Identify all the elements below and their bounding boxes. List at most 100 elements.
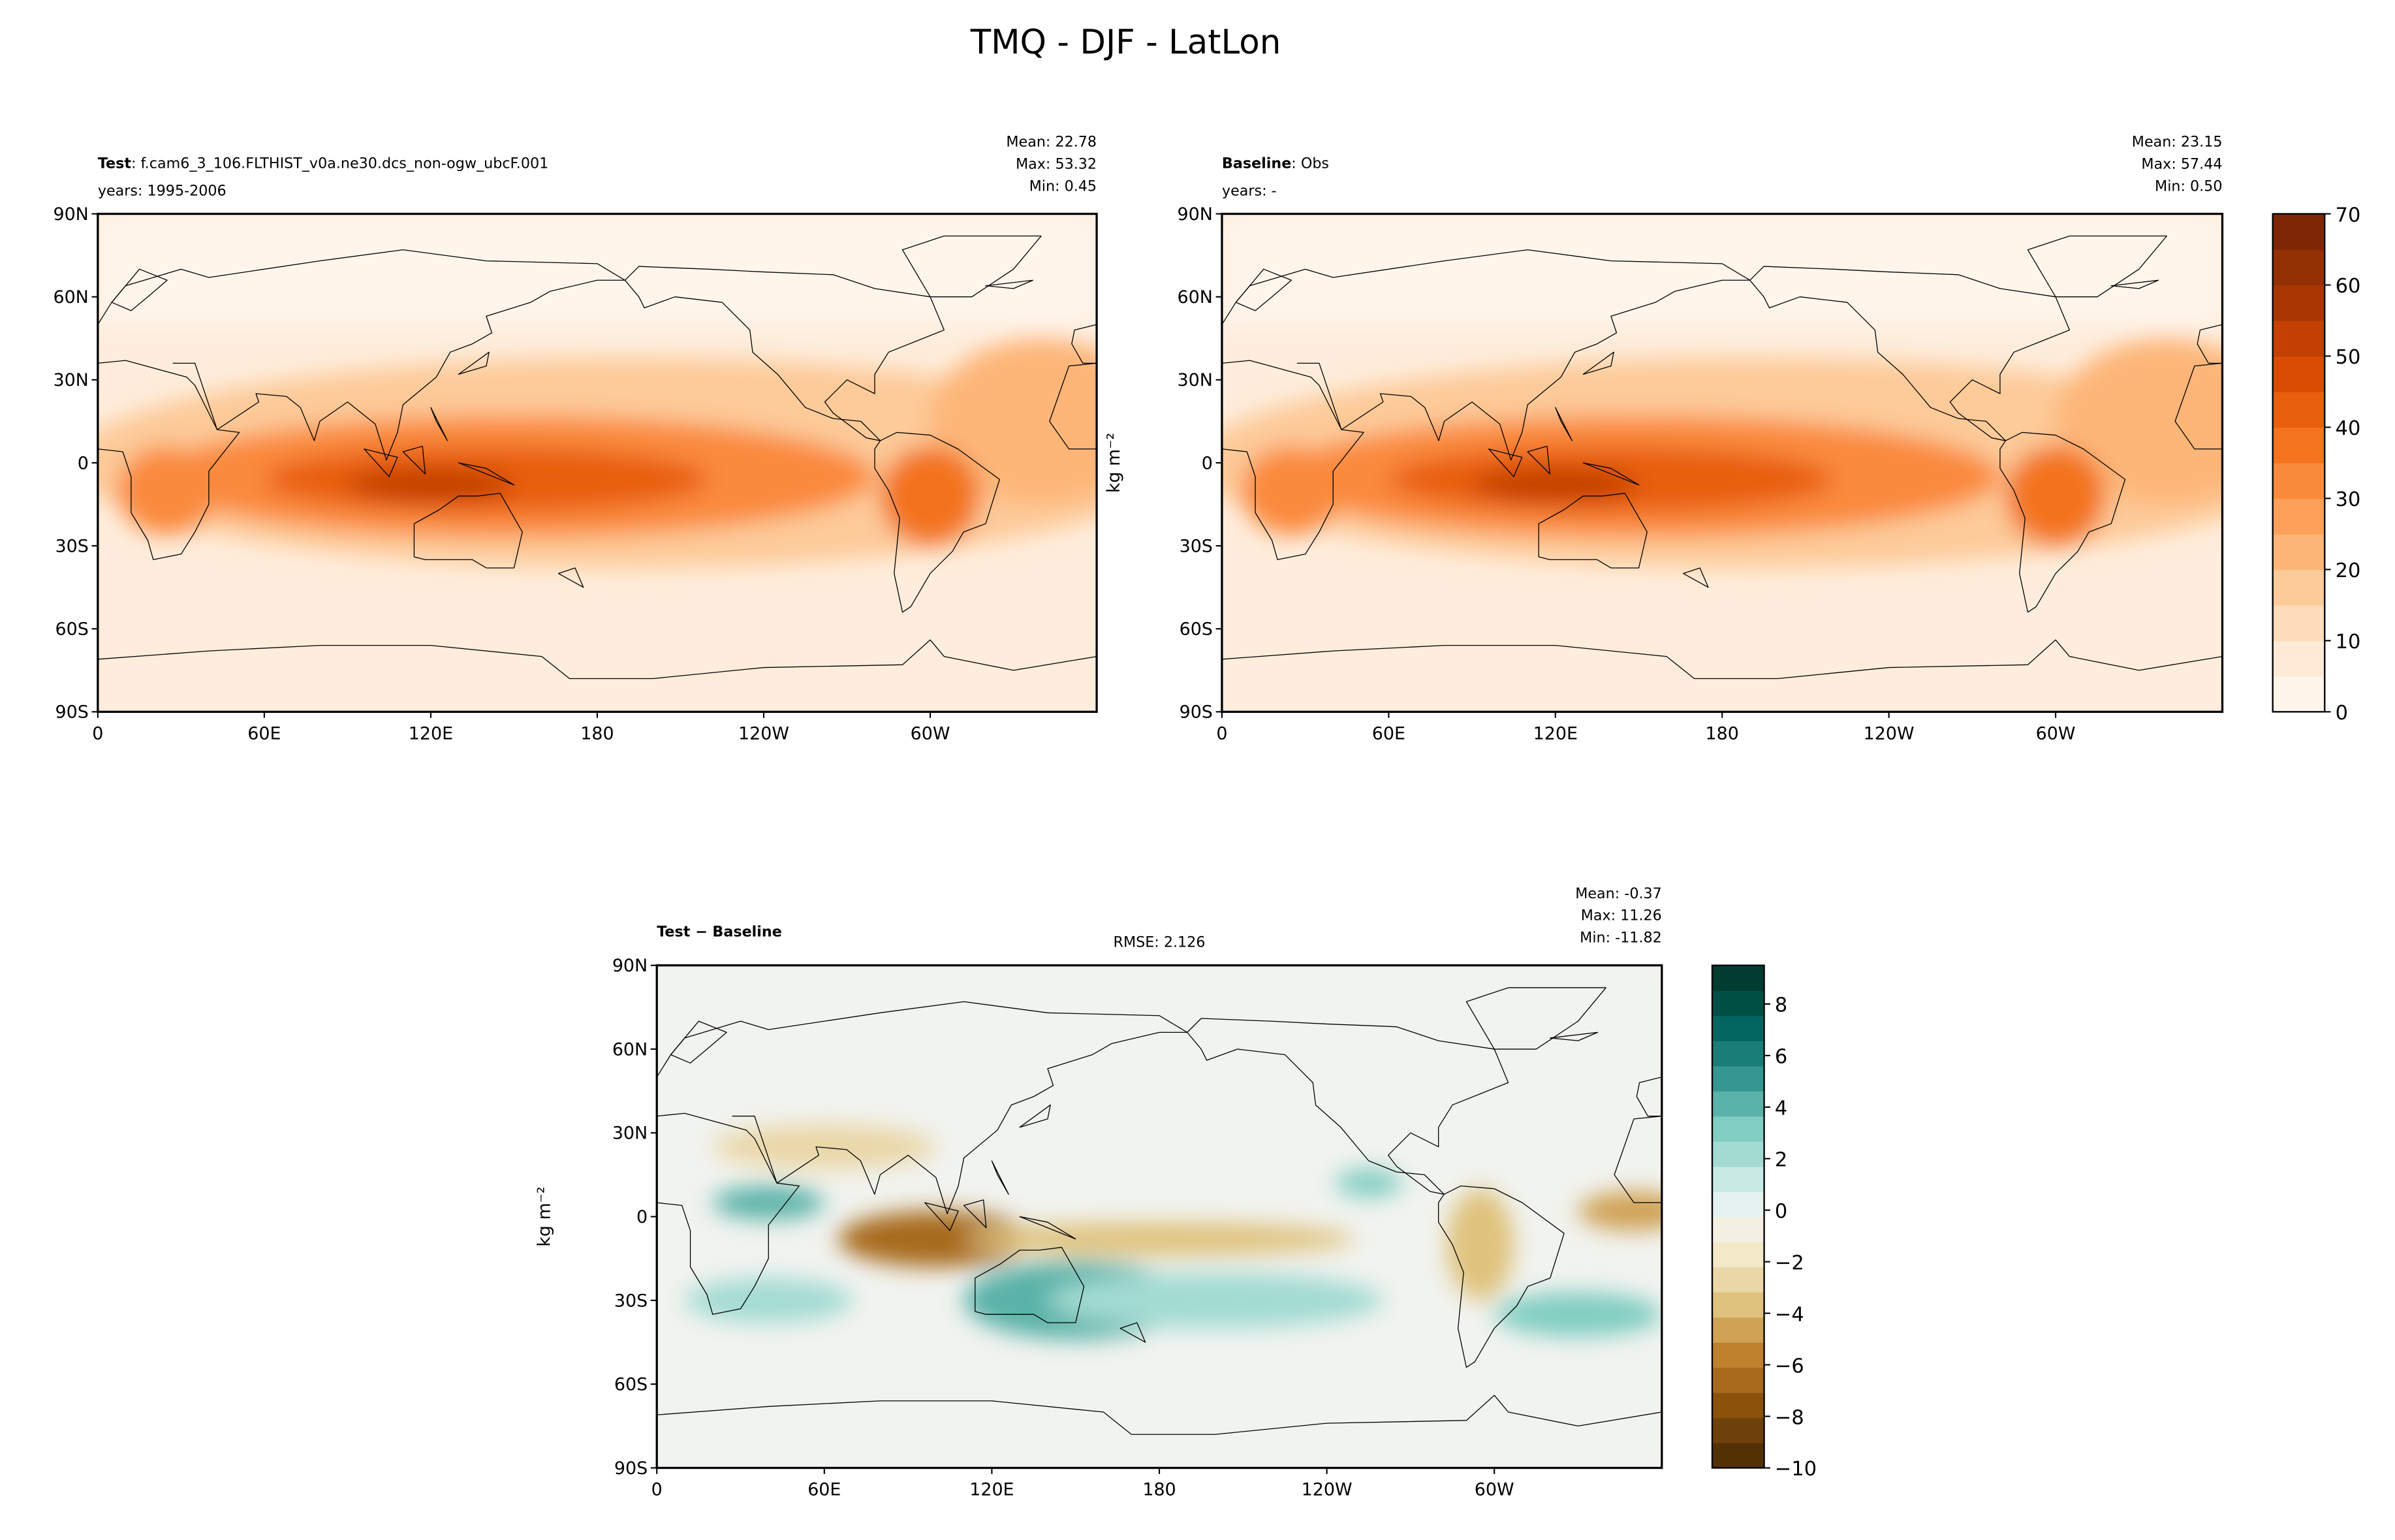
colorbar-tick-label: −2	[1775, 1251, 1804, 1274]
colorbar-tick-label: 30	[2336, 488, 2361, 511]
figure-title: TMQ - DJF - LatLon	[970, 23, 1281, 62]
map-panel: 0 60E 120E 180 120W 60W 90S 60S 30S 0 30N 60N 90N Bas…	[1104, 134, 2360, 744]
y-tick-label: 90N	[53, 204, 88, 225]
x-tick-label: 180	[1706, 723, 1739, 744]
panel-label: Test − Baseline	[657, 923, 782, 940]
colorbar-band	[1712, 1242, 1764, 1268]
colorbar-band	[1712, 1443, 1764, 1469]
y-tick-label: 30N	[1178, 370, 1213, 390]
colorbar-band	[2272, 213, 2325, 250]
x-tick-label: 120W	[738, 723, 789, 744]
colorbar-band	[1712, 1292, 1764, 1318]
years: years: 1995-2006	[98, 182, 227, 199]
colorbar-band	[1712, 1266, 1764, 1293]
colorbar-tick-label: −6	[1775, 1355, 1804, 1377]
rmse: RMSE: 2.126	[1114, 934, 1206, 951]
colorbar-frame	[1711, 964, 1765, 1469]
x-tick-label: 0	[1216, 723, 1227, 744]
colorbar-tick-label: −4	[1775, 1303, 1804, 1326]
x-tick-label: 120W	[1864, 723, 1915, 744]
colorbar-band	[2272, 285, 2325, 321]
colorbar-band	[1712, 1065, 1764, 1092]
colorbar-band	[1712, 1141, 1764, 1167]
colorbar-band	[2272, 462, 2325, 499]
colorbar-band	[1712, 965, 1764, 991]
stat: Max: 53.32	[1016, 156, 1097, 173]
stat: Min: 0.50	[2155, 178, 2222, 195]
colorbar-tick-label: −8	[1775, 1406, 1804, 1429]
colorbar-band	[1712, 1091, 1764, 1117]
y-tick-label: 0	[78, 453, 89, 473]
colorbar-band	[2272, 640, 2325, 677]
y-tick-label: 60N	[612, 1039, 648, 1060]
stat: Max: 11.26	[1581, 907, 1662, 924]
colorbar-frame	[2272, 213, 2326, 713]
colorbar-tick-label: 0	[2336, 702, 2348, 725]
y-tick-label: 30N	[612, 1124, 648, 1144]
colorbar-tick-label: 10	[2336, 631, 2361, 653]
colorbar-tick-label: −10	[1775, 1458, 1817, 1481]
x-tick-label: 60E	[1372, 723, 1405, 744]
y-tick-label: 60S	[1180, 620, 1213, 640]
label-rest: : Obs	[1291, 155, 1329, 172]
stat: Mean: 22.78	[1006, 134, 1097, 151]
label-rest: : f.cam6_3_106.FLTHIST_v0a.ne30.dcs_non-…	[131, 155, 548, 172]
y-tick-label: 0	[1202, 453, 1213, 473]
colorbar-band	[2272, 676, 2325, 713]
colorbar-band	[1712, 1116, 1764, 1142]
colorbar-band	[1712, 1367, 1764, 1393]
y-tick-label: 60N	[53, 287, 88, 307]
x-tick-label: 60E	[247, 723, 281, 744]
x-tick-label: 60W	[2036, 723, 2076, 744]
y-tick-label: 60S	[55, 620, 89, 640]
stat: Max: 57.44	[2141, 156, 2222, 173]
colorbar-band	[1712, 1191, 1764, 1218]
x-tick-label: 180	[580, 723, 614, 744]
colorbar-band	[2272, 321, 2325, 357]
colorbar-band	[2272, 391, 2325, 428]
panel-label: Baseline: Obs	[1222, 155, 1329, 172]
y-tick-label: 90S	[1180, 702, 1213, 723]
x-tick-label: 0	[651, 1480, 663, 1500]
y-tick-label: 30N	[53, 370, 88, 390]
y-tick-label: 30S	[1180, 536, 1213, 556]
y-axis-label: kg m⁻²	[534, 1186, 554, 1246]
colorbar-tick-label: 4	[1775, 1097, 1787, 1120]
x-tick-label: 60W	[1475, 1480, 1514, 1500]
y-tick-label: 90S	[614, 1458, 648, 1479]
colorbar-band	[1712, 1342, 1764, 1368]
label-bold: Baseline	[1222, 155, 1291, 172]
y-tick-label: 0	[636, 1207, 648, 1227]
colorbar-band	[2272, 605, 2325, 642]
y-tick-label: 90S	[55, 702, 89, 723]
colorbar-band	[1712, 1392, 1764, 1419]
map-panel: 0 60E 120E 180 120W 60W 90S 60S 30S 0 30N 60N 90N Tes…	[534, 885, 1817, 1500]
colorbar-band	[2272, 569, 2325, 606]
colorbar-tick-label: 2	[1775, 1149, 1787, 1172]
colorbar-band	[1712, 1417, 1764, 1443]
y-tick-label: 60S	[614, 1375, 648, 1395]
colorbar-band	[2272, 356, 2325, 392]
y-tick-label: 60N	[1178, 287, 1213, 307]
colorbar-band	[2272, 533, 2325, 571]
y-tick-label: 30S	[614, 1291, 648, 1311]
colorbar-tick-label: 60	[2336, 275, 2361, 298]
x-tick-label: 120E	[969, 1480, 1014, 1500]
stat: Min: -11.82	[1580, 930, 1662, 947]
x-tick-label: 120E	[1533, 723, 1578, 744]
stat: Mean: 23.15	[2132, 134, 2223, 151]
colorbar-tick-label: 40	[2336, 417, 2361, 440]
colorbar-band	[1712, 990, 1764, 1016]
field	[657, 966, 1689, 1468]
colorbar-tick-label: 20	[2336, 559, 2361, 582]
colorbar-tick-label: 0	[1775, 1200, 1787, 1223]
x-tick-label: 0	[92, 723, 103, 744]
x-tick-label: 120E	[409, 723, 453, 744]
x-tick-label: 60E	[807, 1480, 841, 1500]
x-tick-label: 180	[1142, 1480, 1176, 1500]
colorbar-tick-label: 70	[2336, 204, 2361, 227]
map-panel: 0 60E 120E 180 120W 60W 90S 60S 30S 0 30N 60N 90N Tes…	[53, 134, 1180, 744]
colorbar-band	[2272, 427, 2325, 464]
y-tick-label: 90N	[1178, 204, 1213, 225]
